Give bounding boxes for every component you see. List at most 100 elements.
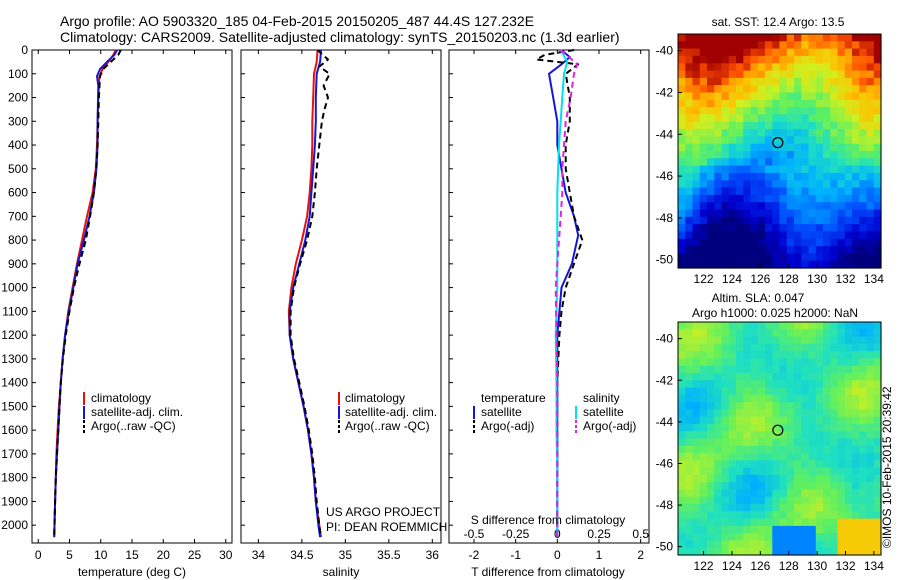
map-cell: [699, 525, 708, 534]
map-cell: [743, 474, 752, 483]
map-cell: [794, 504, 802, 512]
map-cell: [765, 209, 773, 218]
map-cell: [772, 136, 781, 145]
map-cell: [794, 107, 802, 115]
map-cell: [757, 343, 766, 352]
map-cell: [866, 253, 875, 262]
map-cell: [685, 482, 694, 491]
map-cell: [859, 151, 868, 159]
map-cell: [866, 453, 875, 461]
map-cell: [765, 172, 773, 181]
map-cell: [772, 202, 781, 211]
map-cell: [743, 547, 752, 556]
map-cell: [685, 540, 694, 549]
map-cell: [823, 224, 831, 232]
map-cell: [728, 209, 737, 218]
map-cell: [830, 380, 839, 389]
map-cell: [779, 402, 788, 410]
x2-tick-label: 0.5: [632, 527, 649, 541]
map-cell: [815, 394, 824, 403]
map-cell: [779, 409, 788, 418]
map-cell: [844, 467, 853, 476]
map-cell: [815, 216, 824, 225]
map-cell: [772, 114, 781, 123]
map-cell: [678, 431, 686, 440]
map-cell: [794, 55, 802, 64]
map-cell: [721, 336, 730, 345]
map-cell: [743, 209, 752, 218]
map-cell: [714, 209, 723, 218]
map-cell: [736, 70, 744, 79]
map-cell: [794, 329, 802, 338]
map-cell: [808, 467, 817, 476]
map-cell: [765, 114, 773, 123]
map-cell: [844, 172, 853, 181]
map-cell: [721, 99, 730, 108]
map-cell: [786, 394, 795, 403]
map-cell: [852, 202, 860, 211]
map-cell: [736, 482, 744, 491]
legend-label-s-satellite: satellite: [583, 405, 624, 419]
map-cell: [859, 373, 868, 381]
map-cell: [830, 246, 839, 254]
map-cell: [678, 34, 686, 42]
map-cell: [852, 394, 860, 403]
map-cell: [801, 431, 810, 440]
map-cell: [714, 547, 723, 556]
map-cell: [743, 394, 752, 403]
map-cell: [859, 547, 868, 556]
map-cell: [779, 187, 788, 196]
map-cell: [873, 107, 882, 115]
map-cell: [743, 187, 752, 196]
map-cell: [808, 151, 817, 159]
map-cell: [844, 136, 853, 145]
map-cell: [866, 165, 875, 174]
map-cell: [779, 467, 788, 476]
map-cell: [786, 224, 795, 232]
map-cell: [707, 380, 715, 389]
map-cell: [750, 238, 759, 247]
map-cell: [794, 402, 802, 410]
map-cell: [786, 365, 795, 374]
map-cell: [852, 351, 860, 359]
map-cell: [866, 209, 875, 218]
map-cell: [801, 511, 810, 520]
map-cell: [844, 504, 853, 512]
map-cell: [859, 107, 868, 115]
map-cell: [736, 107, 744, 115]
map-cell: [844, 511, 853, 520]
map-cell: [757, 99, 766, 108]
map-cell: [801, 99, 810, 108]
map-cell: [859, 143, 868, 152]
map-cell: [765, 41, 773, 50]
map-cell: [707, 525, 715, 534]
map-cell: [794, 482, 802, 491]
map-cell: [873, 48, 882, 57]
map-cell: [692, 496, 701, 505]
map-cell: [808, 194, 817, 203]
map-cell: [779, 63, 788, 72]
map-cell: [685, 172, 694, 181]
map-cell: [699, 216, 708, 225]
map-cell: [728, 365, 737, 374]
map-cell: [699, 121, 708, 130]
map-cell: [837, 351, 846, 359]
map-cell: [757, 114, 766, 123]
map-cell: [728, 511, 737, 520]
map-cell: [866, 496, 875, 505]
map-cell: [830, 92, 839, 101]
map-cell: [736, 41, 744, 50]
map-cell: [750, 209, 759, 218]
map-cell: [699, 202, 708, 211]
map-cell: [757, 231, 766, 240]
map-cell: [873, 63, 882, 72]
map-cell: [830, 158, 839, 167]
map-cell: [779, 496, 788, 505]
map-cell: [873, 260, 882, 269]
map-cell: [699, 482, 708, 491]
map-cell: [736, 474, 744, 483]
map-cell: [772, 416, 781, 425]
map-cell: [685, 504, 694, 512]
map-cell: [678, 351, 686, 359]
x-tick-label: 35.5: [377, 548, 401, 562]
